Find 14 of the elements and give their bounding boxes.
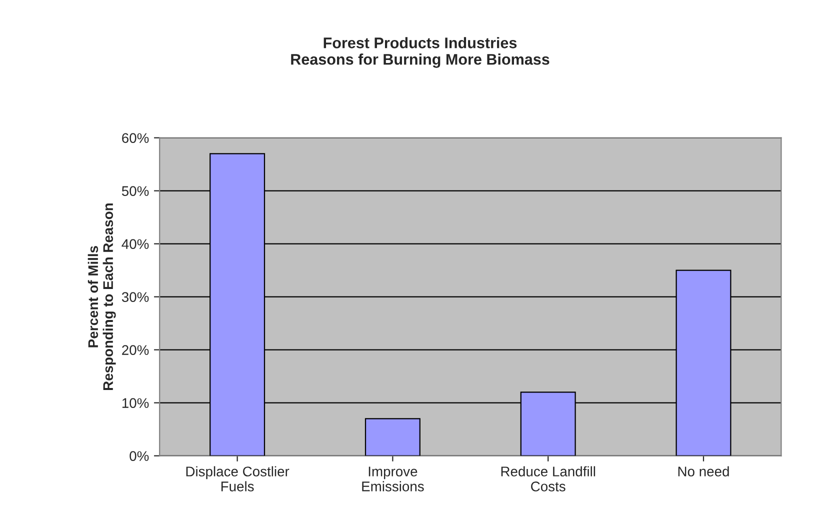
x-tick-label: Displace Costlier Fuels: [186, 466, 290, 492]
y-tick-label: 10%: [122, 398, 149, 408]
chart-title: Forest Products Industries Reasons for Burning More Biomass: [291, 37, 550, 68]
bar: [364, 418, 420, 456]
y-tick-label: 50%: [122, 186, 149, 196]
y-tick-label: 40%: [122, 239, 149, 249]
y-axis-title: Percent of Mills Responding to Each Reason: [88, 204, 116, 390]
x-tick-label: Reduce Landfill Costs: [501, 466, 596, 492]
y-tick-label: 60%: [122, 133, 149, 143]
y-tick-label: 30%: [122, 292, 149, 302]
x-tick-label: No need: [678, 466, 729, 476]
y-tick-label: 20%: [122, 345, 149, 355]
x-tick-label: Improve Emissions: [362, 466, 424, 492]
y-tick-label: 0%: [130, 451, 149, 461]
